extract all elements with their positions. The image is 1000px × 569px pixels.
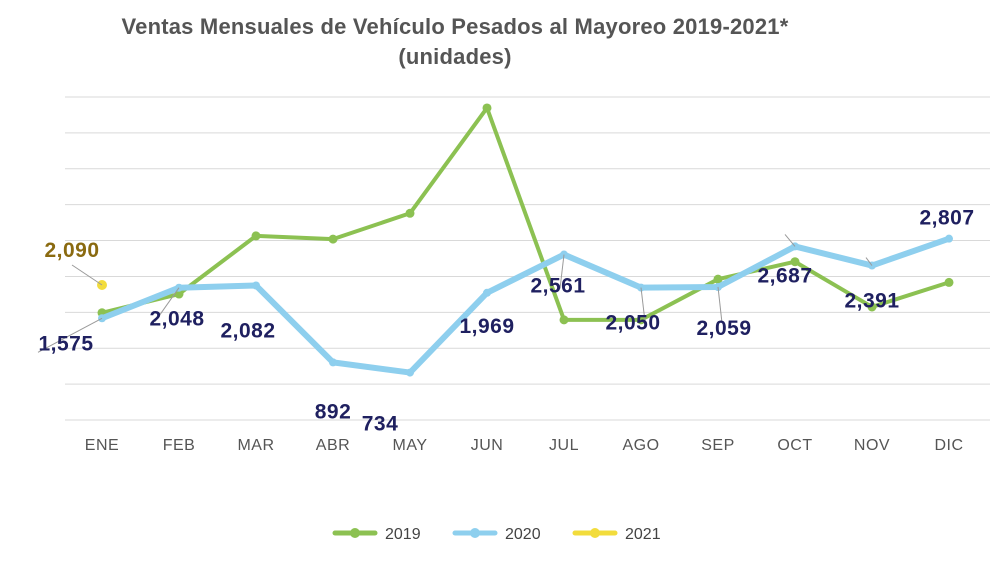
series-2020-data-label: 2,687: [757, 264, 812, 287]
chart-subtitle: (unidades): [398, 44, 512, 69]
chart-title: Ventas Mensuales de Vehículo Pesados al …: [121, 14, 789, 39]
x-tick-label: MAY: [393, 437, 428, 454]
data-label-leader: [717, 286, 723, 324]
series-2020-point: [252, 281, 260, 290]
legend-marker-2020: [470, 528, 480, 538]
series-2020-point: [406, 368, 414, 377]
x-tick-label: OCT: [777, 437, 812, 454]
x-tick-label: ABR: [316, 437, 350, 454]
x-tick-label: DIC: [934, 437, 963, 454]
data-label-leader: [865, 257, 873, 266]
legend-marker-2021: [590, 528, 600, 538]
series-2019-point: [328, 234, 338, 244]
series-2020-point: [483, 288, 491, 297]
series-2020-data-label: 2,059: [696, 317, 751, 340]
legend-label-2021: 2021: [625, 526, 661, 543]
x-tick-label: NOV: [854, 437, 890, 454]
data-label-leader: [154, 287, 180, 322]
data-label-leader: [71, 264, 103, 286]
x-tick-label: FEB: [163, 437, 196, 454]
x-tick-label: ENE: [85, 437, 119, 454]
series-2020-data-label: 2,082: [220, 320, 275, 343]
series-2020-data-label: 1,575: [38, 332, 93, 355]
series-2019-point: [482, 103, 492, 113]
series-2020-data-label: 1,969: [459, 315, 514, 338]
series-2019-point: [944, 277, 954, 287]
series-2020-data-label: 2,807: [919, 207, 974, 230]
x-tick-label: JUN: [471, 437, 504, 454]
x-tick-label: SEP: [701, 437, 735, 454]
series-2019-point: [405, 208, 415, 218]
data-label-leader: [784, 234, 796, 247]
series-2020-data-label: 2,391: [844, 290, 899, 313]
series-2020-data-label: 2,050: [605, 312, 660, 335]
series-2019-point: [251, 231, 261, 241]
legend-marker-2019: [350, 528, 360, 538]
series-2019-point: [713, 274, 723, 284]
series-2019-point: [559, 315, 569, 325]
series-2019-point: [636, 315, 646, 325]
series-2020-data-label: 734: [362, 413, 399, 436]
series-2019-point: [867, 302, 877, 312]
series-2020-data-label: 892: [315, 400, 352, 423]
legend-label-2020: 2020: [505, 526, 541, 543]
x-tick-label: MAR: [237, 437, 274, 454]
series-2020-line: [99, 235, 952, 376]
series-2019-point: [790, 257, 800, 267]
series-2020-data-label: 2,048: [149, 308, 204, 331]
data-label-leader: [37, 317, 103, 353]
series-2020-point: [329, 358, 337, 367]
data-label-leader: [640, 287, 646, 322]
series-2021-data-label: 2,090: [44, 239, 99, 262]
legend-label-2019: 2019: [385, 526, 421, 543]
series-2020-point: [945, 234, 953, 243]
series-2020-data-label: 2,561: [530, 275, 585, 298]
x-tick-label: JUL: [549, 437, 579, 454]
series-2020-point: [560, 250, 568, 259]
series-2019-line: [100, 105, 951, 322]
x-tick-label: AGO: [622, 437, 659, 454]
data-label-leader: [559, 254, 565, 289]
